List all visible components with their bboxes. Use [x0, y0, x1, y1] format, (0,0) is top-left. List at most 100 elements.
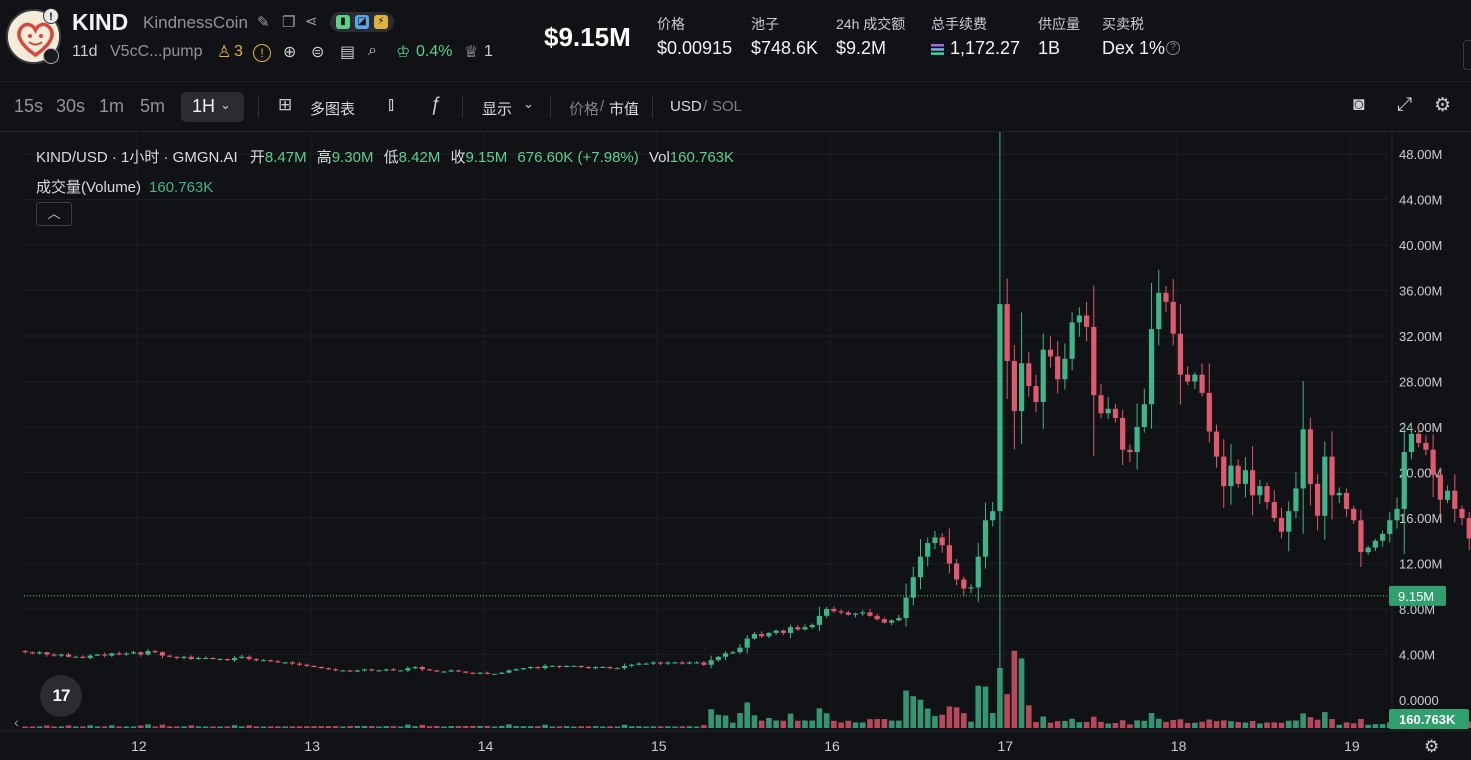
candle-body — [304, 664, 310, 666]
volume-bar — [1192, 722, 1198, 728]
candle-body — [188, 656, 194, 660]
volume-bar — [665, 726, 671, 728]
document-icon[interactable]: ▤ — [340, 44, 356, 61]
price-chart[interactable]: 48.00M 44.00M 40.00M 36.00M 32.00M 28.00M 24.0… — [0, 132, 1471, 760]
mcap-toggle[interactable]: 市值 — [609, 101, 640, 118]
volume-bar — [36, 726, 43, 728]
volume-bar — [426, 726, 433, 728]
candle-body — [585, 667, 591, 669]
y-tick-label: 16.00M — [1399, 511, 1442, 526]
scroll-left-icon[interactable]: ‹ — [14, 714, 19, 730]
volume-bar — [44, 725, 50, 728]
candle-body — [246, 656, 252, 660]
candle-body — [376, 670, 382, 672]
candle-body — [1026, 363, 1032, 387]
timeframe-30s[interactable]: 30s — [56, 96, 86, 116]
low-value: 8.42M — [398, 149, 441, 166]
volume-bar — [751, 715, 758, 728]
copy-icon[interactable]: ❐ — [282, 14, 296, 31]
menu-circle-icon[interactable]: ⊜ — [311, 44, 325, 61]
edit-icon[interactable]: ✎ — [257, 14, 270, 31]
sol-toggle[interactable]: SOL — [712, 98, 743, 115]
candle-body — [607, 667, 613, 669]
price-toggle[interactable]: 价格 — [569, 101, 600, 118]
change-value: 676.60K (+7.98%) — [517, 149, 639, 166]
candle-body — [80, 656, 86, 658]
volume-bar — [896, 720, 902, 728]
candle-body — [333, 669, 339, 671]
volume-bar — [29, 726, 36, 728]
volume-bar — [477, 725, 483, 728]
tradingview-logo[interactable]: 17 — [40, 675, 82, 717]
candle-body — [296, 663, 303, 665]
collapse-legend-button[interactable]: ︿ — [36, 202, 72, 226]
current-price-tag — [1389, 585, 1446, 606]
candle-body — [571, 665, 577, 667]
chevron-down-icon[interactable]: ⌄ — [523, 96, 534, 111]
candle-body — [441, 671, 447, 673]
timeframe-15s[interactable]: 15s — [14, 96, 44, 116]
candle-body — [174, 656, 180, 658]
volume-bar — [260, 726, 267, 728]
volume-bar — [368, 726, 375, 728]
candle-body — [239, 656, 245, 658]
timeframe-1h[interactable]: 1H — [192, 96, 216, 116]
candle-body — [1372, 540, 1378, 548]
candle-body — [556, 665, 563, 668]
candle-body — [982, 520, 989, 557]
volume-bar — [708, 709, 714, 728]
candle-body — [65, 654, 72, 657]
volume-bar — [838, 722, 844, 728]
candle-body — [1452, 490, 1458, 509]
chevron-down-icon[interactable]: ⌄ — [220, 97, 231, 112]
candle-body — [463, 671, 469, 673]
volume-bar — [946, 706, 953, 728]
volume-bar — [989, 713, 996, 728]
panel-toggle-button[interactable] — [1463, 40, 1471, 70]
candle-body — [816, 615, 823, 625]
help-icon[interactable]: ? — [1166, 41, 1180, 55]
candle-body — [650, 662, 656, 664]
timeframe-1m[interactable]: 1m — [99, 96, 125, 116]
volume-bar — [527, 726, 534, 728]
candle-body — [1004, 304, 1010, 362]
settings-icon[interactable]: ⚙ — [1434, 95, 1452, 116]
globe-icon[interactable]: ⊕ — [283, 44, 297, 61]
candle-body — [795, 627, 801, 630]
candle-body — [22, 651, 28, 653]
display-button[interactable]: 显示 — [482, 101, 513, 118]
fullscreen-icon[interactable]: ⤢ — [1397, 94, 1413, 115]
indicators-icon[interactable]: ƒ — [430, 94, 441, 115]
usd-toggle[interactable]: USD — [670, 98, 702, 115]
x-tick-label: 18 — [1171, 738, 1187, 754]
candle-body — [1293, 488, 1299, 512]
candle-body — [867, 612, 873, 616]
multi-chart-button[interactable]: 多图表 — [310, 101, 356, 118]
candle-type-icon[interactable]: ⫾ — [388, 94, 395, 115]
candle-body — [1199, 374, 1205, 393]
timeframe-5m[interactable]: 5m — [140, 96, 166, 116]
candle-body — [109, 653, 115, 656]
divider — [652, 96, 653, 118]
volume-bar — [361, 726, 368, 728]
add-chart-icon[interactable]: ⊞ — [278, 95, 293, 114]
x-tick-label: 13 — [304, 738, 320, 754]
chart-canvas[interactable]: 48.00M 44.00M 40.00M 36.00M 32.00M 28.00M 24.0… — [0, 132, 1471, 760]
search-icon[interactable]: ⌕ — [368, 42, 377, 59]
share-icon[interactable]: ⋖ — [305, 13, 318, 30]
volume-bar — [239, 726, 245, 728]
candle-body — [87, 655, 93, 658]
volume-bar — [318, 726, 325, 728]
camera-icon[interactable]: ◙ — [1353, 94, 1365, 115]
chart-toolbar: 15s 30s 1m 5m 1H ⌄ ⊞ 多图表 ⫾ ƒ 显示 ⌄ 价格 / 市… — [0, 82, 1471, 132]
volume-bar — [498, 725, 505, 728]
alert-icon[interactable]: ! — [253, 44, 271, 62]
volume-bar — [217, 726, 223, 728]
contract-address[interactable]: V5cC...pump — [110, 43, 203, 60]
candle-body — [1055, 356, 1061, 380]
divider — [258, 96, 259, 118]
volume-bar — [636, 726, 642, 728]
candle-body — [968, 587, 974, 589]
volume-bar — [1199, 721, 1205, 728]
volume-bar — [1278, 722, 1285, 728]
